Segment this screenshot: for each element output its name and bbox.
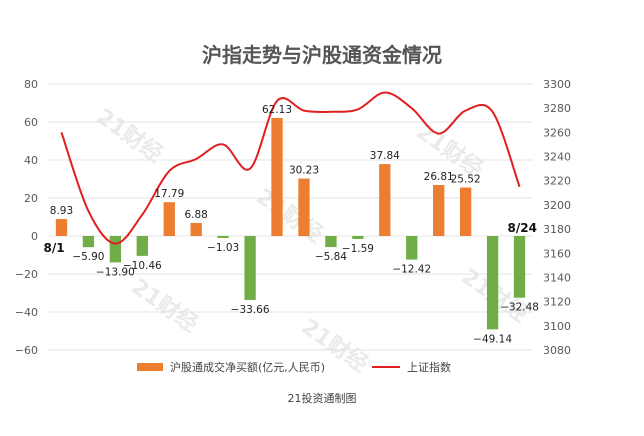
left-tick-label: 0 — [31, 230, 38, 243]
bar — [109, 236, 122, 263]
right-tick-label: 3140 — [543, 271, 571, 284]
bar-series — [55, 117, 526, 330]
bar — [136, 236, 148, 256]
bar — [190, 222, 202, 236]
bar-data-label: −13.90 — [96, 266, 135, 278]
gridlines — [48, 83, 533, 351]
bar — [163, 202, 175, 236]
line-series — [60, 91, 521, 245]
index-line — [60, 91, 521, 245]
left-tick-label: 40 — [24, 154, 38, 167]
right-tick-label: 3080 — [543, 344, 571, 357]
bar-data-label: 62.13 — [262, 104, 292, 116]
bar-data-label: 30.23 — [289, 165, 319, 177]
left-tick-label: 20 — [24, 192, 38, 205]
bar-data-label: −1.03 — [207, 242, 239, 254]
bar — [459, 187, 472, 236]
bar — [325, 236, 337, 248]
bar — [352, 236, 364, 240]
left-tick-label: 60 — [24, 116, 38, 129]
bar-data-label: −49.14 — [473, 333, 512, 345]
bar-data-label: −5.90 — [72, 251, 104, 263]
right-tick-label: 3100 — [543, 320, 571, 333]
left-tick-label: −60 — [15, 344, 38, 357]
left-tick-label: −40 — [15, 306, 38, 319]
bar — [298, 178, 310, 236]
legend-swatch-bars — [137, 363, 163, 371]
bar-data-label: −1.59 — [342, 243, 374, 255]
watermark-text: 21财经 — [252, 184, 328, 248]
left-axis-ticks: 80 60 40 20 0 −20 −40 −60 — [15, 78, 38, 357]
bar — [244, 236, 256, 300]
legend-label-line: 上证指数 — [407, 360, 451, 374]
bar-data-label: 26.81 — [424, 171, 454, 183]
right-tick-label: 3260 — [543, 126, 571, 139]
right-tick-label: 3280 — [543, 102, 571, 115]
right-tick-label: 3300 — [543, 78, 571, 91]
bar — [379, 164, 391, 236]
watermark-text: 21财经 — [127, 274, 203, 338]
bar-data-label: 25.52 — [451, 174, 481, 186]
bar-data-label: 6.88 — [184, 209, 207, 221]
chart-title: 沪指走势与沪股通资金情况 — [202, 43, 442, 67]
watermark-layer: 21财经21财经21财经21财经21财经21财经 — [92, 104, 533, 378]
right-tick-label: 3240 — [543, 151, 571, 164]
bar — [433, 185, 445, 236]
bar — [55, 219, 68, 236]
right-axis-ticks: 3300 3280 3260 3240 3220 3200 3180 3160 3140 3120… — [543, 78, 571, 357]
bar — [513, 236, 526, 298]
bar-data-labels: 8.93 −5.90 −13.90−10.46 17.796.88 −1.03 −33.6… — [50, 104, 539, 345]
chart-credit: 21投资通制图 — [288, 391, 357, 405]
bar-data-label: −32.48 — [500, 302, 539, 314]
bar — [486, 236, 499, 330]
bar-data-label: −10.46 — [123, 260, 162, 272]
right-tick-label: 3160 — [543, 247, 571, 260]
start-date-label: 8/1 — [43, 241, 64, 255]
bar — [406, 236, 418, 260]
legend-label-bars: 沪股通成交净买额(亿元,人民币) — [170, 360, 325, 374]
bar-data-label: −5.84 — [315, 251, 347, 263]
right-tick-label: 3120 — [543, 296, 571, 309]
right-tick-label: 3200 — [543, 199, 571, 212]
bar-data-label: −33.66 — [231, 304, 270, 316]
bar — [271, 117, 283, 236]
left-tick-label: −20 — [15, 268, 38, 281]
legend: 沪股通成交净买额(亿元,人民币) 上证指数 — [137, 360, 451, 374]
bar-data-label: −12.42 — [392, 264, 431, 276]
bar-data-label: 37.84 — [370, 150, 400, 162]
right-tick-label: 3180 — [543, 223, 571, 236]
watermark-text: 21财经 — [92, 104, 168, 168]
bar-data-label: 8.93 — [50, 205, 73, 217]
end-date-label: 8/24 — [508, 221, 537, 235]
bar — [217, 236, 229, 238]
left-tick-label: 80 — [24, 78, 38, 91]
bar-data-label: 17.79 — [154, 188, 184, 200]
right-tick-label: 3220 — [543, 175, 571, 188]
bar — [82, 236, 95, 248]
